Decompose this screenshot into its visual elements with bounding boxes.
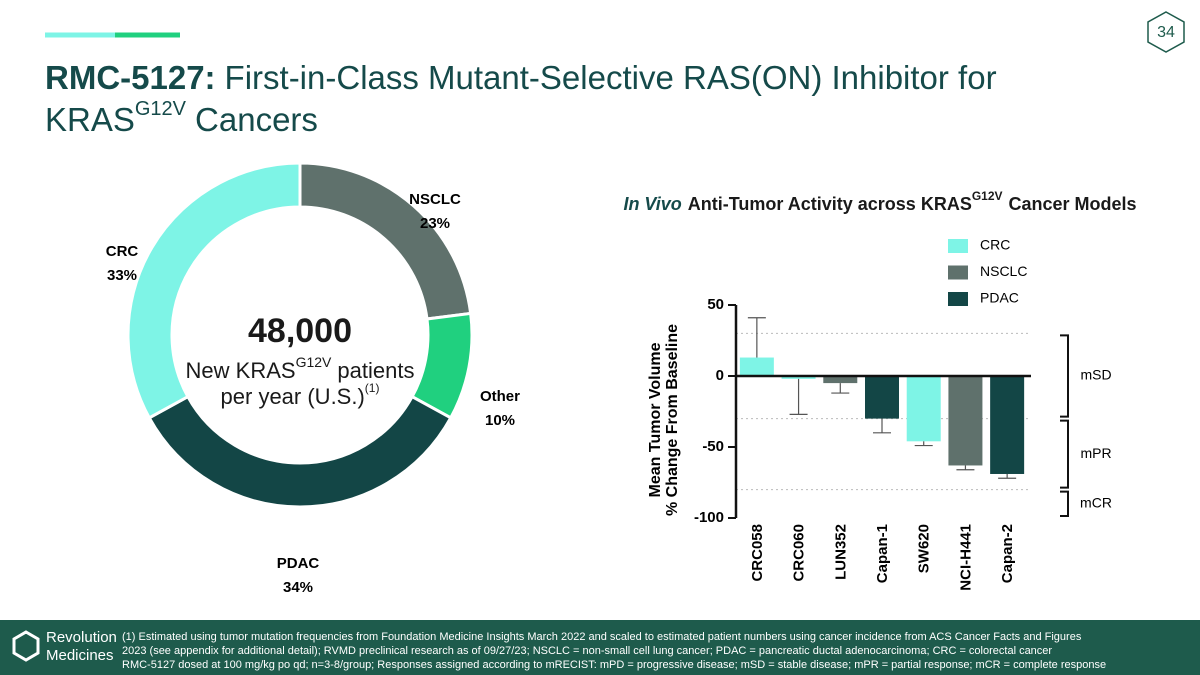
page-badge [1147, 11, 1185, 53]
bar [948, 376, 983, 466]
bar [865, 376, 899, 419]
center-text: per year (U.S.) [221, 384, 365, 409]
footnote: RMC-5127 dosed at 100 mg/kg po qd; n=3-8… [122, 659, 1106, 671]
title-text: First-in-Class Mutant-Selective RAS(ON) … [225, 59, 997, 96]
segment-label: PDAC [277, 555, 320, 572]
bar [990, 376, 1025, 474]
center-text: patients [337, 358, 414, 383]
segment-value-label: 34% [283, 579, 313, 596]
x-tick-label: SW620 [916, 524, 933, 573]
title: KRASG12V Cancers [45, 98, 318, 137]
y-tick-label: 50 [707, 296, 724, 313]
y-axis-label: Mean Tumor Volume [647, 342, 664, 497]
segment-value-label: 10% [485, 412, 515, 429]
y-tick-label: 0 [716, 367, 724, 384]
segment-value-label: 33% [107, 267, 137, 284]
bar [823, 376, 858, 384]
donut-segment [298, 161, 473, 321]
donut-center-text: per year (U.S.)(1) [221, 381, 380, 409]
logo: Revolution Medicines [12, 629, 117, 664]
x-tick-label: Capan-1 [874, 524, 891, 583]
bar [906, 376, 941, 442]
title-italic: In Vivo [623, 194, 681, 214]
center-superscript: (1) [365, 381, 380, 395]
donut-center-text: New KRASG12V patients [186, 354, 415, 383]
page-number: 34 [1157, 24, 1175, 41]
title-text: Cancers [195, 101, 318, 138]
legend-swatch [948, 265, 968, 280]
logo-icon [12, 630, 40, 662]
segment-label: Other [480, 388, 520, 405]
response-bracket [1060, 419, 1069, 489]
title-lead: RMC-5127: [45, 59, 216, 96]
x-tick-label: LUN352 [832, 524, 849, 580]
title-text: KRAS [45, 101, 135, 138]
response-bracket [1060, 490, 1069, 517]
response-label: mSD [1080, 367, 1111, 383]
title-text: Cancer Models [1009, 194, 1137, 214]
footnote: 2023 (see appendix for additional detail… [122, 645, 1052, 657]
segment-label: NSCLC [409, 191, 461, 208]
segment-label: CRC [106, 243, 139, 260]
response-label: mPR [1080, 445, 1111, 461]
legend-label: NSCLC [980, 263, 1027, 279]
legend-swatch [948, 292, 968, 306]
x-tick-label: Capan-2 [999, 524, 1016, 583]
bar [739, 357, 774, 376]
donut-segment [126, 161, 302, 420]
bar-chart-title: In Vivo Anti-Tumor Activity across KRASG1… [623, 189, 1136, 214]
y-tick-label: -50 [702, 438, 724, 455]
title-text: Anti-Tumor Activity across KRAS [688, 194, 972, 214]
title-superscript: G12V [135, 98, 187, 120]
x-tick-label: NCI-H441 [957, 524, 974, 591]
footnote: (1) Estimated using tumor mutation frequ… [122, 631, 1082, 643]
logo-text: Revolution [46, 629, 117, 646]
center-superscript: G12V [296, 354, 332, 370]
response-label: mCR [1080, 495, 1112, 511]
segment-value-label: 23% [420, 215, 450, 232]
center-text: New KRAS [186, 358, 296, 383]
x-tick-label: CRC058 [749, 524, 766, 582]
x-tick-label: CRC060 [791, 524, 808, 582]
y-axis-label: % Change From Baseline [664, 324, 681, 516]
bar [781, 376, 816, 379]
legend-label: PDAC [980, 290, 1019, 306]
donut-center-value: 48,000 [248, 312, 352, 350]
title-superscript: G12V [972, 189, 1003, 203]
legend-label: CRC [980, 237, 1010, 253]
y-tick-label: -100 [694, 509, 724, 526]
response-bracket [1060, 334, 1069, 418]
logo-text: Medicines [46, 647, 114, 664]
legend-swatch [948, 239, 968, 253]
donut-segment [147, 394, 453, 509]
title: RMC-5127: First-in-Class Mutant-Selective… [45, 59, 997, 96]
footer-band [0, 620, 1200, 675]
